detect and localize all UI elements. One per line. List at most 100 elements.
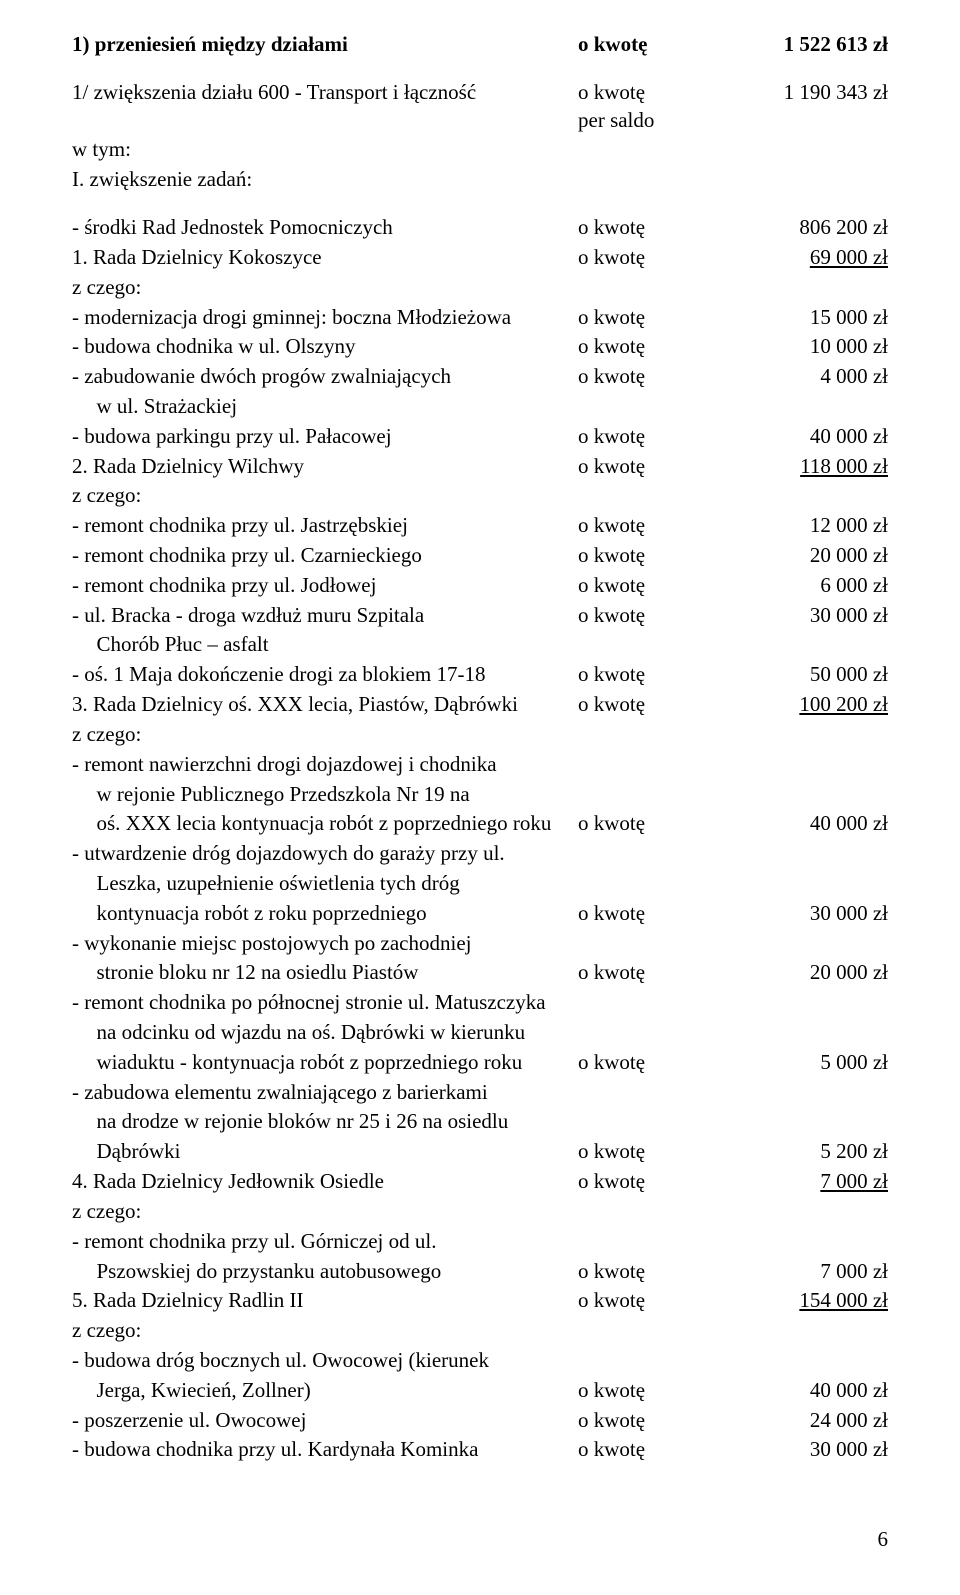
r2d-label: - ul. Bracka - droga wzdłuż muru Szpital… [72,601,578,631]
r5b-amt: 24 000 zł [718,1406,888,1436]
r3a1-text: - remont nawierzchni drogi dojazdowej i … [72,750,888,780]
r5c-row: - budowa chodnika przy ul. Kardynała Kom… [72,1435,888,1465]
page-number: 6 [72,1525,888,1555]
r1d-okw: o kwotę [578,422,718,452]
r3a3-amt: 40 000 zł [718,809,888,839]
r1d-amt: 40 000 zł [718,422,888,452]
r3c1-text: - wykonanie miejsc postojowych po zachod… [72,929,888,959]
r4a1-text: - remont chodnika przy ul. Górniczej od … [72,1227,888,1257]
r3e3-label: Dąbrówki [72,1137,578,1167]
r3e1-text: - zabudowa elementu zwalniającego z bari… [72,1078,888,1108]
r3-amt: 100 200 zł [718,690,888,720]
r3b3-label: kontynuacja robót z roku poprzedniego [72,899,578,929]
r1-okw: o kwotę [578,243,718,273]
r3c2-amt: 20 000 zł [718,958,888,988]
r1c-row: - zabudowanie dwóch progów zwalniających… [72,362,888,392]
r2a-label: - remont chodnika przy ul. Jastrzębskiej [72,511,578,541]
r3d3-okw: o kwotę [578,1048,718,1078]
r3-okw: o kwotę [578,690,718,720]
r2a-okw: o kwotę [578,511,718,541]
r3d1-text: - remont chodnika po północnej stronie u… [72,988,888,1018]
r1b-label: - budowa chodnika w ul. Olszyny [72,332,578,362]
r3-label: 3. Rada Dzielnicy oś. XXX lecia, Piastów… [72,690,578,720]
r3-row: 3. Rada Dzielnicy oś. XXX lecia, Piastów… [72,690,888,720]
srodki-label: - środki Rad Jednostek Pomocniczych [72,213,578,243]
r3a3-okw: o kwotę [578,809,718,839]
wtym-text: w tym: [72,135,888,165]
r5c-label: - budowa chodnika przy ul. Kardynała Kom… [72,1435,578,1465]
sec1-okw: o kwotę [578,78,718,108]
r4a2-okw: o kwotę [578,1257,718,1287]
r3e2-text: na drodze w rejonie bloków nr 25 i 26 na… [72,1107,888,1137]
r5-label: 5. Rada Dzielnicy Radlin II [72,1286,578,1316]
r3c2-label: stronie bloku nr 12 na osiedlu Piastów [72,958,578,988]
r5a1-text: - budowa dróg bocznych ul. Owocowej (kie… [72,1346,888,1376]
r4a2-amt: 7 000 zł [718,1257,888,1287]
r3d3-amt: 5 000 zł [718,1048,888,1078]
r4-okw: o kwotę [578,1167,718,1197]
r5-amt: 154 000 zł [718,1286,888,1316]
spacer [72,195,888,213]
r2e-row: - oś. 1 Maja dokończenie drogi za blokie… [72,660,888,690]
r2-label: 2. Rada Dzielnicy Wilchwy [72,452,578,482]
r1d-label: - budowa parkingu przy ul. Pałacowej [72,422,578,452]
r5a2-label: Jerga, Kwiecień, Zollner) [72,1376,578,1406]
heading-amt: 1 522 613 zł [718,30,888,60]
r2d-amt: 30 000 zł [718,601,888,631]
srodki-okw: o kwotę [578,213,718,243]
r3d3-row: wiaduktu - kontynuacja robót z poprzedni… [72,1048,888,1078]
r2c-label: - remont chodnika przy ul. Jodłowej [72,571,578,601]
r3b2-text: Leszka, uzupełnienie oświetlenia tych dr… [72,869,888,899]
r1-row: 1. Rada Dzielnicy Kokoszyce o kwotę 69 0… [72,243,888,273]
r2c-okw: o kwotę [578,571,718,601]
r2-okw: o kwotę [578,452,718,482]
r5c-amt: 30 000 zł [718,1435,888,1465]
r2d-okw: o kwotę [578,601,718,631]
r2b-okw: o kwotę [578,541,718,571]
r5a2-row: Jerga, Kwiecień, Zollner) o kwotę 40 000… [72,1376,888,1406]
r3a3-row: oś. XXX lecia kontynuacja robót z poprze… [72,809,888,839]
r2-row: 2. Rada Dzielnicy Wilchwy o kwotę 118 00… [72,452,888,482]
r2a-amt: 12 000 zł [718,511,888,541]
r1c2-text: w ul. Strażackiej [72,392,888,422]
zczego-4: z czego: [72,1197,888,1227]
r1a-row: - modernizacja drogi gminnej: boczna Mło… [72,303,888,333]
srodki-amt: 806 200 zł [718,213,888,243]
r4a2-row: Pszowskiej do przystanku autobusowego o … [72,1257,888,1287]
heading-row: 1) przeniesień między działami o kwotę 1… [72,30,888,60]
sec1-label: 1/ zwiększenia działu 600 - Transport i … [72,78,578,108]
r5-okw: o kwotę [578,1286,718,1316]
r3a2-text: w rejonie Publicznego Przedszkola Nr 19 … [72,780,888,810]
spacer [72,60,888,78]
r3d2-text: na odcinku od wjazdu na oś. Dąbrówki w k… [72,1018,888,1048]
r2b-row: - remont chodnika przy ul. Czarnieckiego… [72,541,888,571]
r3e3-row: Dąbrówki o kwotę 5 200 zł [72,1137,888,1167]
per-saldo-text: per saldo [578,106,718,136]
r1b-amt: 10 000 zł [718,332,888,362]
r4-amt: 7 000 zł [718,1167,888,1197]
r3d3-label: wiaduktu - kontynuacja robót z poprzedni… [72,1048,578,1078]
r2c-amt: 6 000 zł [718,571,888,601]
r5b-okw: o kwotę [578,1406,718,1436]
r1a-label: - modernizacja drogi gminnej: boczna Mło… [72,303,578,333]
r3e3-amt: 5 200 zł [718,1137,888,1167]
r2d2-text: Chorób Płuc – asfalt [72,630,888,660]
r1a-okw: o kwotę [578,303,718,333]
r1c-okw: o kwotę [578,362,718,392]
sec1-row: 1/ zwiększenia działu 600 - Transport i … [72,78,888,108]
r2d-row: - ul. Bracka - droga wzdłuż muru Szpital… [72,601,888,631]
r5c-okw: o kwotę [578,1435,718,1465]
r2e-okw: o kwotę [578,660,718,690]
r3a3-label: oś. XXX lecia kontynuacja robót z poprze… [72,809,578,839]
r1-amt: 69 000 zł [718,243,888,273]
r3e3-okw: o kwotę [578,1137,718,1167]
r2a-row: - remont chodnika przy ul. Jastrzębskiej… [72,511,888,541]
r1c-label: - zabudowanie dwóch progów zwalniających [72,362,578,392]
zw-text: I. zwiększenie zadań: [72,165,888,195]
r1b-row: - budowa chodnika w ul. Olszyny o kwotę … [72,332,888,362]
zczego-2: z czego: [72,481,888,511]
r1a-amt: 15 000 zł [718,303,888,333]
sec1-amt: 1 190 343 zł [718,78,888,108]
r1b-okw: o kwotę [578,332,718,362]
r2e-label: - oś. 1 Maja dokończenie drogi za blokie… [72,660,578,690]
